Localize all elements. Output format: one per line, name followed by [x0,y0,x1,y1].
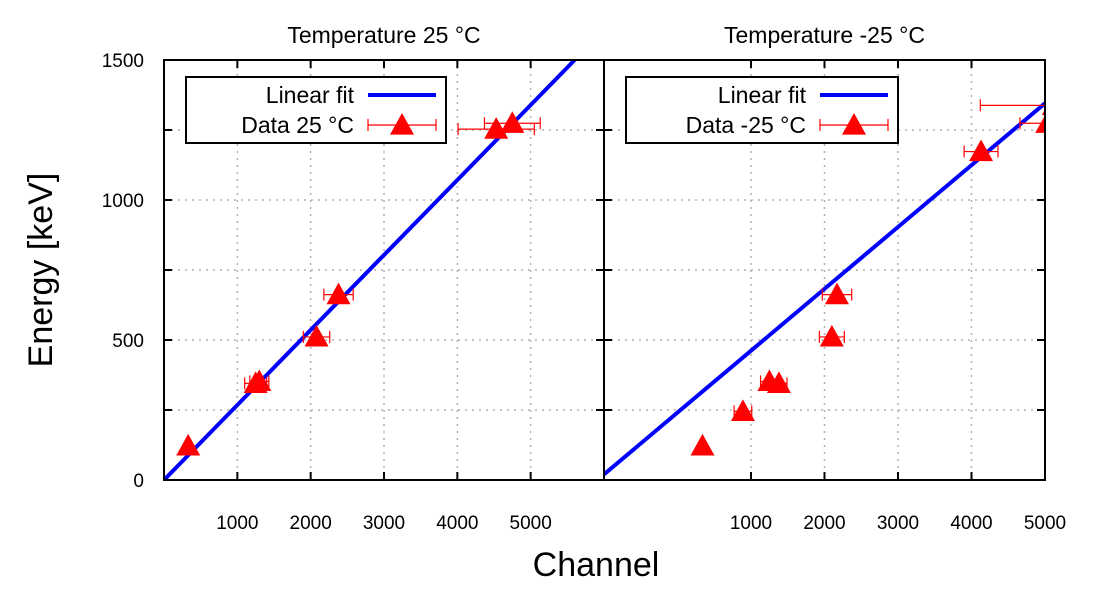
data-point [176,433,201,456]
x-tick-label: 3000 [877,513,919,534]
data-point [304,324,329,347]
x-tick-label: 5000 [510,513,552,534]
data-point [247,369,272,392]
chart-title: Temperature 25 °C [287,22,480,48]
x-tick-label: 2000 [290,513,332,534]
fit-line [604,100,1045,476]
data-point [690,433,715,456]
x-tick-label: 1000 [730,513,772,534]
plot-area [164,60,577,480]
x-axis-label: Channel [533,546,660,584]
legend-label-data: Data -25 °C [686,112,806,138]
y-tick-label: 1000 [102,191,144,212]
data-point [766,371,791,393]
x-tick-label: 5000 [1024,513,1066,534]
legend-data-marker [842,113,866,135]
y-axis-label: Energy [keV] [22,173,60,368]
data-point [1035,115,1045,133]
legend-label-fit: Linear fit [266,82,355,108]
y-tick-label: 0 [133,471,144,492]
chart-title: Temperature -25 °C [724,22,925,48]
chart-panel-2: 1000 2000 3000 4000 5000 Temperature -25 °C Li… [603,22,1066,534]
data-point [500,111,525,133]
y-tick-label: 500 [112,331,144,352]
legend-data-marker [390,113,414,135]
x-tick-label: 2000 [803,513,845,534]
x-tick-label: 1000 [216,513,258,534]
y-tick-label: 1500 [102,51,144,72]
x-tick-label: 4000 [950,513,992,534]
x-tick-label: 3000 [363,513,405,534]
data-point [730,399,755,421]
data-point [969,139,994,162]
legend-label-data: Data 25 °C [241,112,354,138]
x-tick-label: 4000 [436,513,478,534]
legend: Linear fit Data 25 °C [185,76,447,144]
plot-area [604,99,1045,476]
data-point [824,282,849,305]
data-point [819,324,844,347]
data-point [484,117,509,139]
plot-frame [603,59,1046,481]
data-point [326,282,351,305]
legend: Linear fit Data -25 °C [625,76,899,144]
chart-panel-1: 1000 2000 3000 4000 5000 0 500 1000 1500 Temperat… [102,22,605,534]
legend-label-fit: Linear fit [718,82,807,108]
